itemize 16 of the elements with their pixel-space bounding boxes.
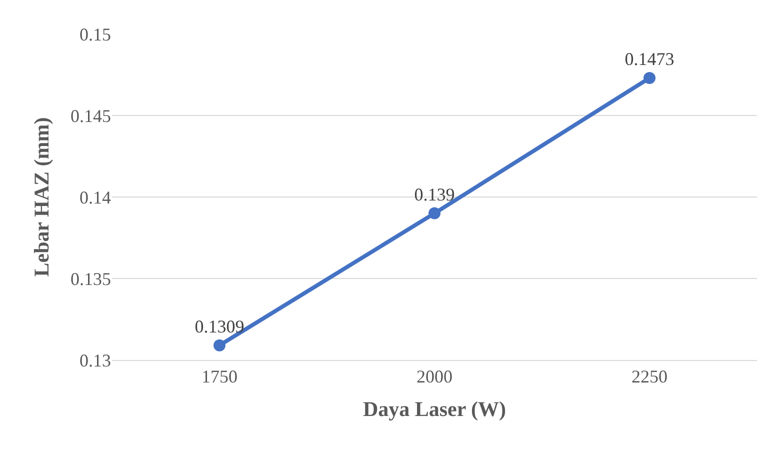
y-tick-label: 0.135: [70, 268, 111, 289]
x-tick-label: 1750: [202, 366, 238, 387]
y-tick-label: 0.14: [80, 187, 111, 208]
data-label: 0.139: [414, 184, 455, 204]
y-tick-label: 0.145: [70, 106, 111, 126]
y-axis-title: Lebar HAZ (mm): [30, 117, 54, 277]
point: [214, 339, 226, 352]
point: [428, 207, 440, 220]
point: [644, 72, 656, 84]
x-axis-title: Daya Laser (W): [362, 396, 506, 421]
x-tick-label: 2000: [416, 366, 452, 387]
x-tick-label: 2250: [632, 366, 668, 387]
y-tick-label: 0.15: [80, 24, 111, 44]
data-label: 0.1309: [194, 316, 244, 336]
y-tick-label: 0.13: [80, 350, 111, 370]
data-label: 0.1473: [624, 49, 674, 70]
